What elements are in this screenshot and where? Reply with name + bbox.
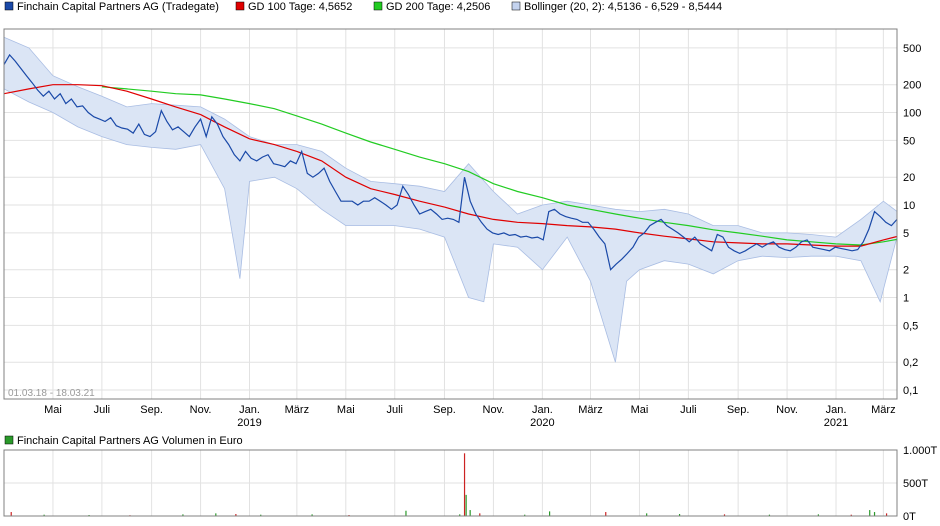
x-tick-label: Juli (386, 404, 403, 416)
price-y-tick-label: 200 (903, 80, 921, 92)
x-tick-label: Sep. (433, 404, 456, 416)
volume-bars (10, 453, 888, 516)
legend-price: Finchain Capital Partners AG (Tradegate) (17, 1, 219, 13)
x-tick-label: März (871, 404, 895, 416)
x-tick-label: März (578, 404, 602, 416)
x-tick-label: Juli (680, 404, 697, 416)
x-tick-label: Mai (631, 404, 649, 416)
price-y-tick-label: 0,1 (903, 385, 918, 397)
gd100-line (3, 84, 898, 247)
volume-y-axis: 1.000T 500T 0T (903, 445, 938, 523)
legend-swatch-volume (4, 435, 14, 445)
price-y-tick-label: 50 (903, 135, 915, 147)
legend-volume: Finchain Capital Partners AG Volumen in … (17, 435, 243, 447)
x-tick-label: Nov. (190, 404, 212, 416)
gd200-line (101, 86, 898, 246)
x-tick-label: Jan. (239, 404, 260, 416)
price-y-tick-label: 2 (903, 265, 909, 277)
legend-gd100: GD 100 Tage: 4,5652 (248, 1, 352, 13)
price-y-tick-label: 20 (903, 172, 915, 184)
price-y-tick-label: 0,2 (903, 357, 918, 369)
x-tick-label: Mai (337, 404, 355, 416)
price-y-tick-label: 100 (903, 108, 921, 120)
x-tick-label: Sep. (727, 404, 750, 416)
price-frame (3, 28, 898, 400)
x-tick-label: Jan. (532, 404, 553, 416)
x-year-label: 2021 (824, 417, 848, 429)
legend-swatch-gd100 (235, 1, 245, 11)
x-tick-label: Juli (94, 404, 111, 416)
x-tick-label: Nov. (776, 404, 798, 416)
volume-panel: 1.000T 500T 0T (3, 445, 938, 523)
price-y-tick-label: 500 (903, 43, 921, 55)
volume-y-tick-label: 500T (903, 478, 928, 490)
price-y-tick-label: 1 (903, 293, 909, 305)
x-tick-label: Mai (44, 404, 62, 416)
legend-bollinger: Bollinger (20, 2): 4,5136 - 6,529 - 8,54… (524, 1, 722, 13)
volume-legend: Finchain Capital Partners AG Volumen in … (4, 435, 243, 447)
volume-grid (4, 449, 897, 517)
x-tick-label: März (285, 404, 309, 416)
legend-swatch-price (4, 1, 14, 11)
x-year-label: 2019 (237, 417, 261, 429)
bollinger-band (3, 36, 898, 363)
volume-y-tick-label: 0T (903, 511, 916, 523)
main-legend: Finchain Capital Partners AG (Tradegate)… (4, 1, 722, 13)
legend-swatch-gd200 (373, 1, 383, 11)
volume-frame (3, 449, 898, 517)
legend-gd200: GD 200 Tage: 4,2506 (386, 1, 490, 13)
price-line (3, 53, 898, 271)
price-panel: 500 200 100 50 20 10 5 2 1 0,5 0,2 0,1 Mai Juli Sep. N… (3, 28, 921, 429)
date-range: 01.03.18 - 18.03.21 (8, 388, 95, 399)
volume-y-tick-label: 1.000T (903, 445, 938, 457)
x-tick-label: Nov. (483, 404, 505, 416)
price-y-tick-label: 5 (903, 228, 909, 240)
x-year-label: 2020 (530, 417, 554, 429)
x-tick-label: Jan. (826, 404, 847, 416)
legend-swatch-bollinger (511, 1, 521, 11)
price-y-tick-label: 0,5 (903, 320, 918, 332)
price-y-axis: 500 200 100 50 20 10 5 2 1 0,5 0,2 0,1 (903, 43, 921, 397)
price-y-tick-label: 10 (903, 200, 915, 212)
x-tick-label: Sep. (140, 404, 163, 416)
